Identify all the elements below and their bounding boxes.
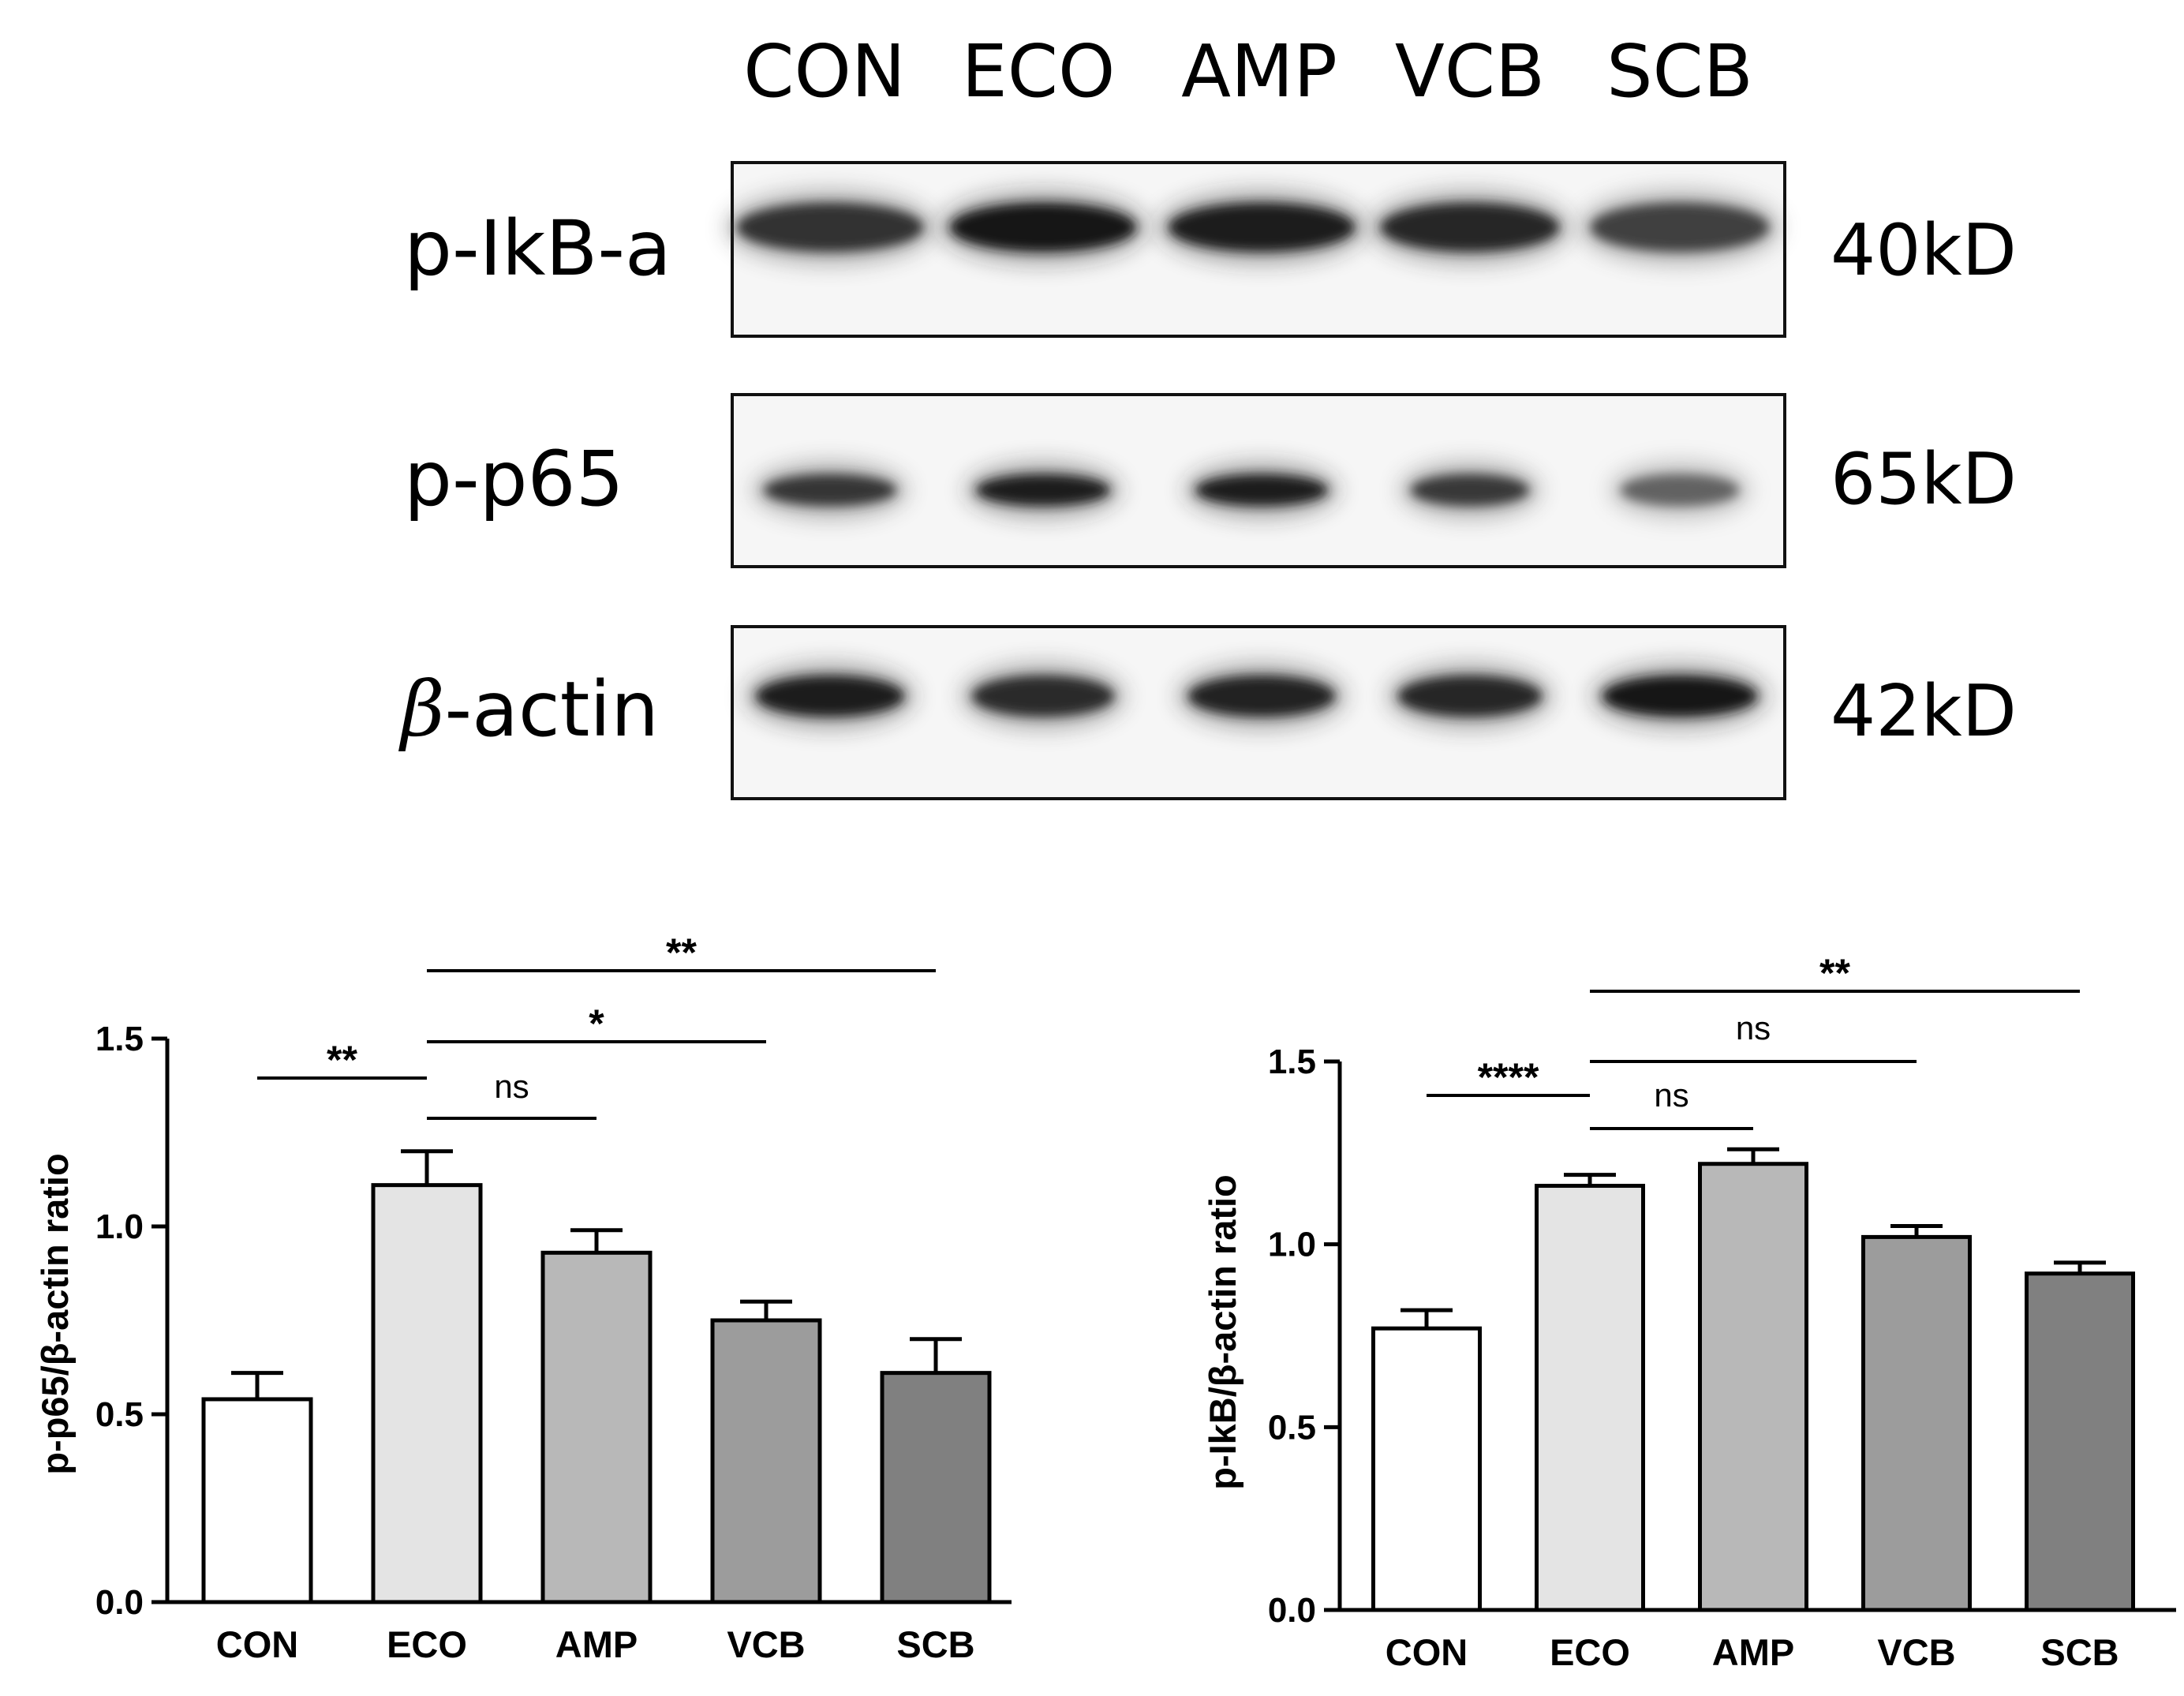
band-vcb [1411,474,1529,506]
band-scb [1591,203,1769,252]
bar-amp [1698,1162,1808,1612]
y-tick-label: 0.5 [1268,1408,1316,1447]
y-tick-label: 0.0 [95,1583,144,1622]
greek-beta: β [398,665,445,754]
y-tick-label: 1.5 [1268,1043,1316,1081]
actin-suffix: -actin [445,665,659,754]
band-group-p-p65 [753,462,1750,519]
bar-scb [880,1371,992,1604]
x-tick-label-con: CON [216,1623,298,1665]
size-label-p-p65: 65kD [1831,438,2017,521]
significance-ns-label: ns [494,1068,529,1105]
band-eco [950,203,1136,252]
y-axis-title: p-p65/β-actin ratio [34,1153,76,1474]
lane-label-scb: SCB [1606,29,1753,114]
x-tick-label-amp: AMP [1712,1631,1794,1673]
band-amp [1169,203,1355,252]
significance-stars-label: * [589,1002,604,1046]
bar-vcb [1861,1234,1972,1612]
y-tick-label: 1.0 [95,1207,144,1246]
size-label-p-ikb-a: 40kD [1831,209,2017,292]
bar-vcb [710,1318,822,1604]
blot-membrane-beta-actin [731,625,1786,800]
bar-con [1371,1326,1482,1612]
band-eco [972,676,1114,717]
band-amp [1188,676,1335,717]
band-scb [1602,676,1757,717]
band-group-p-ikb-a [726,190,1780,264]
bar-chart-p-ikb: p-IkB/β-actin ratio 0.0 0.5 1.0 1.5 CON ECO AM… [1202,951,2176,1673]
x-tick-label-con: CON [1386,1631,1468,1673]
x-tick-label-scb: SCB [2040,1631,2119,1673]
blot-membrane-p-ikb-a [726,161,1786,338]
lane-label-amp: AMP [1181,29,1337,114]
y-tick-label: 1.0 [1268,1226,1316,1264]
x-tick-label-amp: AMP [555,1623,638,1665]
size-label-beta-actin: 42kD [1831,670,2017,753]
bar-scb [2025,1271,2135,1612]
x-tick-label-vcb: VCB [1877,1631,1955,1673]
y-axis-title: p-IkB/β-actin ratio [1202,1174,1243,1490]
significance-stars-label: **** [1478,1055,1539,1099]
band-con [756,676,904,717]
significance-ns-label: ns [1736,1009,1771,1046]
bar-chart-p-p65: p-p65/β-actin ratio 0.0 0.5 1.0 1.5 CON ECO AM… [34,930,1012,1665]
bar-amp [540,1250,653,1604]
y-tick-label: 0.5 [95,1395,144,1434]
blot-membrane-p-p65 [731,393,1786,568]
lane-label-eco: ECO [962,29,1116,114]
protein-label-p-ikb-a: p-IkB-a [404,204,671,293]
protein-label-beta-actin: β-actin [398,665,659,754]
y-tick-label: 1.5 [95,1020,144,1058]
band-scb [1621,474,1739,506]
lane-label-con: CON [743,29,905,114]
lane-headers: CON ECO AMP VCB SCB [743,29,1753,114]
x-tick-label-scb: SCB [896,1623,974,1665]
significance-stars-label: ** [666,930,697,975]
significance-stars-label: ** [1819,951,1850,995]
protein-label-p-p65: p-p65 [404,435,624,523]
western-blot-panel: CON ECO AMP VCB SCB p-IkB-a 40kD p-p65 6… [398,29,2017,800]
band-con [737,203,923,252]
band-con [764,474,896,506]
x-tick-label-vcb: VCB [727,1623,805,1665]
y-tick-label: 0.0 [1268,1591,1316,1630]
band-eco [976,474,1110,506]
band-vcb [1398,676,1542,717]
band-group-beta-actin [745,663,1768,729]
bar-con [201,1397,313,1604]
band-amp [1195,474,1328,506]
significance-ns-label: ns [1654,1076,1688,1114]
lane-label-vcb: VCB [1395,29,1545,114]
band-vcb [1381,203,1559,252]
bar-eco [371,1183,483,1604]
significance-stars-label: ** [327,1038,357,1082]
x-tick-label-eco: ECO [1550,1631,1630,1673]
x-tick-label-eco: ECO [387,1623,467,1665]
bar-eco [1535,1184,1645,1612]
